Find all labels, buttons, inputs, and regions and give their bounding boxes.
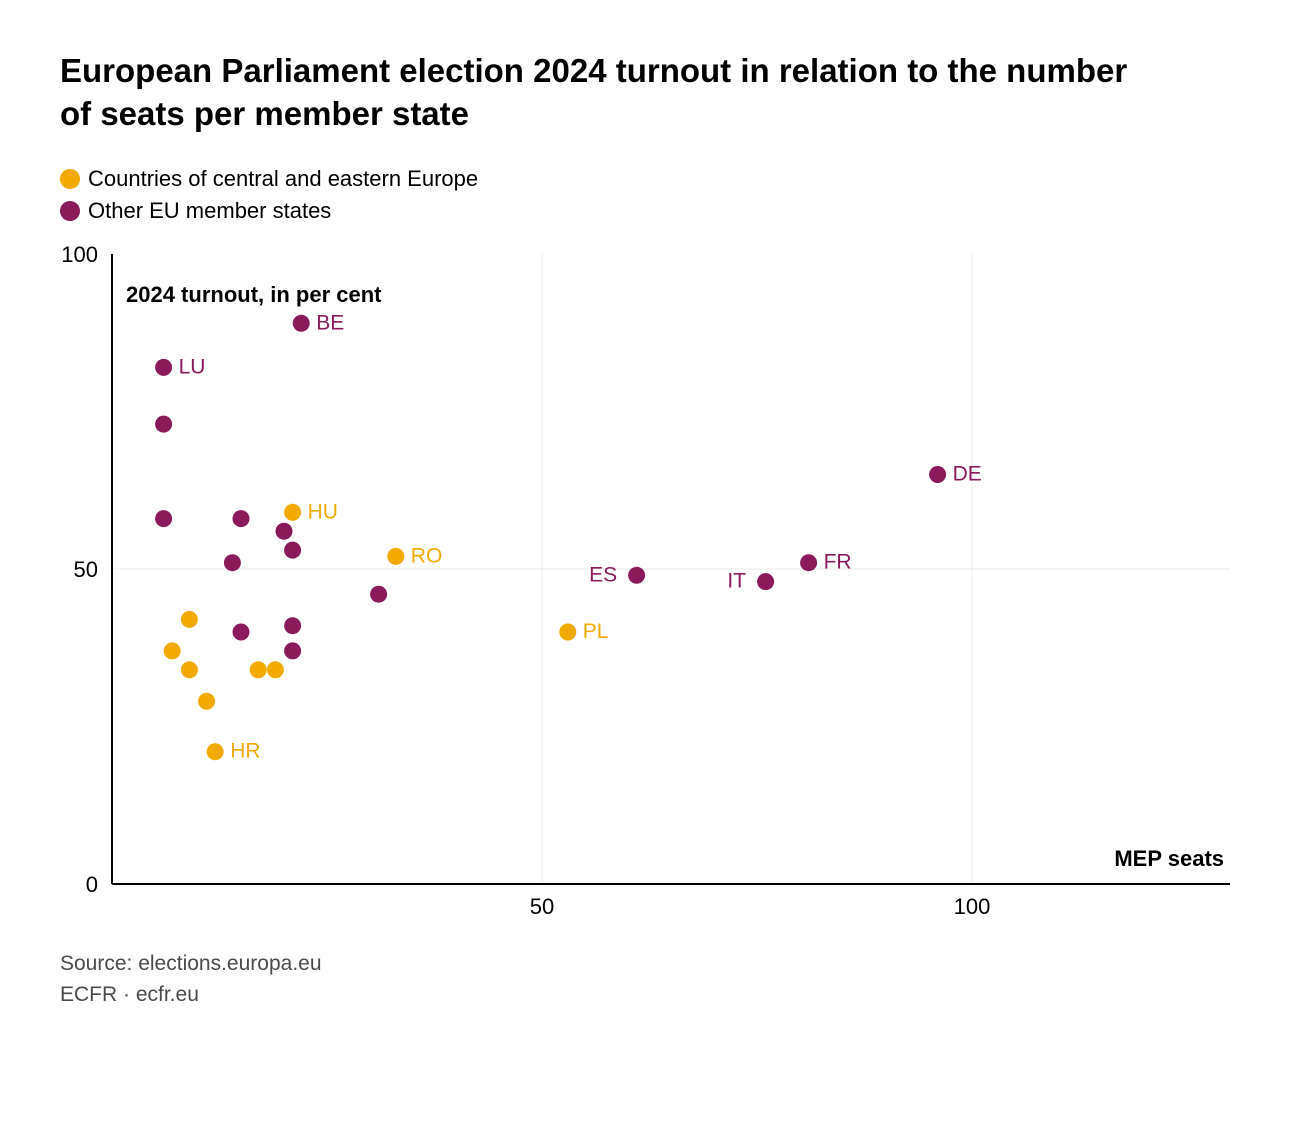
x-tick-label: 50 <box>530 894 554 919</box>
chart-page: European Parliament election 2024 turnou… <box>0 0 1300 1140</box>
data-point-label: HU <box>308 500 338 523</box>
data-point-label: ES <box>589 563 617 586</box>
data-point <box>387 548 404 565</box>
data-point <box>224 554 241 571</box>
data-point <box>155 415 172 432</box>
scatter-chart: 0 50 100 50 100 2024 turnout, in per cent MEP … <box>60 244 1240 924</box>
data-point <box>929 466 946 483</box>
data-point-label: BE <box>316 311 344 334</box>
data-point-label: DE <box>953 462 982 485</box>
data-point <box>155 510 172 527</box>
x-axis-label: MEP seats <box>1114 846 1224 871</box>
footer-source: Source: elections.europa.eu <box>60 948 1240 980</box>
data-point-label: FR <box>824 550 852 573</box>
chart-footer: Source: elections.europa.eu ECFR · ecfr.… <box>60 948 1240 1011</box>
legend-item-other: Other EU member states <box>60 198 1240 224</box>
data-point <box>757 573 774 590</box>
data-point-label: HR <box>230 739 260 762</box>
data-point <box>559 623 576 640</box>
legend: Countries of central and eastern Europe … <box>60 166 1240 224</box>
data-point <box>164 642 181 659</box>
legend-swatch-cee <box>60 169 80 189</box>
y-tick-label: 0 <box>86 872 98 897</box>
data-point <box>293 315 310 332</box>
chart-title: European Parliament election 2024 turnou… <box>60 50 1160 136</box>
data-point <box>233 623 250 640</box>
legend-label-cee: Countries of central and eastern Europe <box>88 166 478 192</box>
data-point <box>276 522 293 539</box>
y-tick-label: 50 <box>74 557 98 582</box>
data-point <box>370 585 387 602</box>
legend-item-cee: Countries of central and eastern Europe <box>60 166 1240 192</box>
data-point <box>800 554 817 571</box>
chart-container: 0 50 100 50 100 2024 turnout, in per cent MEP … <box>60 244 1240 924</box>
y-tick-label: 100 <box>61 244 98 267</box>
data-point <box>181 611 198 628</box>
data-point <box>284 617 301 634</box>
data-point-label: IT <box>727 569 746 592</box>
data-point <box>198 693 215 710</box>
footer-credit: ECFR · ecfr.eu <box>60 979 1240 1011</box>
data-point <box>267 661 284 678</box>
legend-swatch-other <box>60 201 80 221</box>
x-tick-label: 100 <box>954 894 991 919</box>
data-point <box>250 661 267 678</box>
data-point <box>207 743 224 760</box>
data-point <box>233 510 250 527</box>
data-point-label: RO <box>411 544 443 567</box>
data-point <box>284 541 301 558</box>
y-axis-label: 2024 turnout, in per cent <box>126 282 382 307</box>
data-point-label: LU <box>179 355 206 378</box>
legend-label-other: Other EU member states <box>88 198 331 224</box>
data-point <box>155 359 172 376</box>
data-point-label: PL <box>583 620 609 643</box>
data-point <box>181 661 198 678</box>
data-point <box>284 504 301 521</box>
data-point <box>628 567 645 584</box>
data-point <box>284 642 301 659</box>
